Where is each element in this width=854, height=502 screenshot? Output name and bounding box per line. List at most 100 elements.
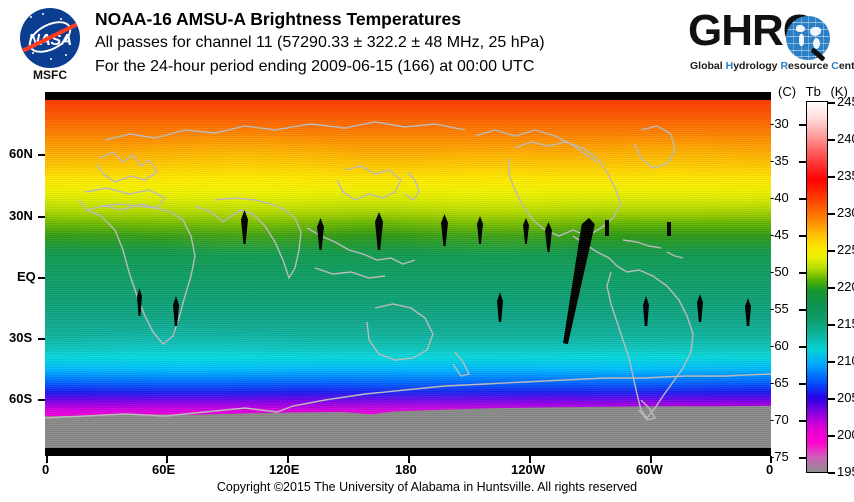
cb-tick-c-40 [799, 198, 806, 200]
cb-label-k-230: 230 [837, 205, 854, 220]
colorbar-header-celsius: (C) [778, 84, 797, 99]
globe-icon [786, 16, 830, 60]
data-gap [643, 296, 649, 326]
x-label-60e: 60E [152, 462, 176, 477]
cb-label-k-235: 235 [837, 168, 854, 183]
colorbar-header: (C) Tb (K) [778, 84, 854, 99]
page-header: NASA MSFC NOAA-16 AMSU-A Brightness Temp… [0, 0, 854, 88]
cb-tick-c-60 [799, 346, 806, 348]
cb-tick-k-230 [828, 213, 835, 215]
y-label-30n: 30N [9, 208, 33, 223]
cb-label-c-60: -60 [770, 338, 789, 353]
data-gap [241, 210, 248, 244]
orbital-data-gaps [45, 100, 771, 448]
title-subline-period: For the 24-hour period ending 2009-06-15… [95, 58, 535, 75]
cb-label-c-40: -40 [770, 190, 789, 205]
x-label-360: 0 [766, 462, 774, 477]
ghrc-logo: GHRC Global Hydrology Resource Center [688, 6, 854, 78]
cb-tick-k-200 [828, 435, 835, 437]
ghrc-subtitle: Global Hydrology Resource Center [690, 60, 854, 72]
y-tick-eq [38, 277, 45, 279]
star-decor [50, 58, 52, 60]
title-subline-channel: All passes for channel 11 (57290.33 ± 32… [95, 34, 545, 51]
data-gap [137, 288, 142, 316]
cb-label-c-35: -35 [770, 153, 789, 168]
data-gap [745, 298, 751, 326]
x-label-120w: 120W [511, 462, 545, 477]
cb-label-k-215: 215 [837, 316, 854, 331]
cb-label-k-220: 220 [837, 279, 854, 294]
cb-tick-c-55 [799, 309, 806, 311]
y-label-eq: EQ [17, 269, 36, 284]
cb-label-c-55: -55 [770, 301, 789, 316]
data-gap [441, 214, 448, 246]
x-tick-180 [408, 456, 410, 463]
data-gap [523, 218, 529, 244]
star-decor [42, 13, 44, 15]
copyright-notice: Copyright ©2015 The University of Alabam… [216, 480, 638, 494]
cb-tick-k-235 [828, 176, 835, 178]
x-label-120e: 120E [269, 462, 300, 477]
cb-tick-c-50 [799, 272, 806, 274]
data-gap [667, 222, 671, 236]
cb-tick-k-240 [828, 139, 835, 141]
data-gap [697, 294, 703, 322]
data-gap [317, 218, 324, 250]
star-decor [60, 18, 62, 20]
cb-label-k-210: 210 [837, 353, 854, 368]
x-label-180: 180 [395, 462, 417, 477]
cb-tick-k-220 [828, 287, 835, 289]
cb-label-k-205: 205 [837, 390, 854, 405]
cb-label-c-45: -45 [770, 227, 789, 242]
cb-label-c-65: -65 [770, 375, 789, 390]
y-tick-30s [38, 338, 45, 340]
cb-label-k-245: 245 [837, 94, 854, 109]
data-gap [605, 220, 609, 236]
cb-label-c-70: -70 [770, 412, 789, 427]
colorbar: 245 240 235 230 225 220 215 210 205 200 … [770, 94, 854, 479]
y-label-60n: 60N [9, 146, 33, 161]
cb-label-k-240: 240 [837, 131, 854, 146]
cb-tick-k-205 [828, 398, 835, 400]
cb-label-k-225: 225 [837, 242, 854, 257]
y-label-30s: 30S [9, 330, 33, 345]
y-tick-60n [38, 154, 45, 156]
cb-label-k-195: 195 [837, 464, 854, 479]
star-decor [30, 16, 32, 18]
nasa-insignia-circle: NASA [20, 8, 80, 68]
cb-tick-k-195 [828, 472, 835, 474]
x-tick-0e [46, 456, 48, 463]
data-gap [545, 222, 552, 252]
x-tick-120w [529, 456, 531, 463]
map-plot-frame [45, 92, 771, 456]
cb-tick-c-70 [799, 420, 806, 422]
x-label-0e: 0 [42, 462, 50, 477]
cb-label-k-200: 200 [837, 427, 854, 442]
data-gap [173, 296, 179, 326]
data-gap-major-swath [559, 217, 596, 345]
y-tick-30n [38, 216, 45, 218]
y-tick-60s [38, 399, 45, 401]
data-gap [497, 292, 503, 322]
colorbar-gradient [806, 101, 828, 473]
cb-tick-c-65 [799, 383, 806, 385]
page-title: NOAA-16 AMSU-A Brightness Temperatures [95, 9, 461, 29]
x-tick-360 [770, 456, 772, 463]
cb-label-c-75: -75 [770, 449, 789, 464]
cb-tick-k-215 [828, 324, 835, 326]
cb-tick-c-75 [799, 457, 806, 459]
x-tick-120e [287, 456, 289, 463]
cb-label-c-50: -50 [770, 264, 789, 279]
cb-tick-c-30 [799, 124, 806, 126]
y-label-60s: 60S [9, 391, 33, 406]
data-gap [375, 212, 383, 250]
colorbar-header-tb: Tb [805, 84, 821, 99]
x-label-60w: 60W [636, 462, 663, 477]
star-decor [32, 52, 34, 54]
colorbar-header-kelvin: (K) [830, 84, 848, 99]
cb-tick-c-35 [799, 161, 806, 163]
coastline-overlay [45, 121, 771, 421]
cb-label-c-30: -30 [770, 116, 789, 131]
nasa-logo: NASA MSFC [14, 6, 86, 84]
cb-tick-c-45 [799, 235, 806, 237]
